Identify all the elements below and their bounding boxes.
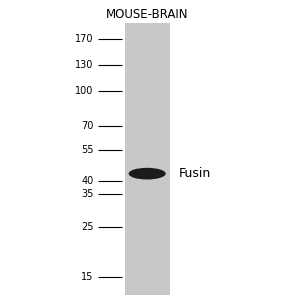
Text: 40: 40 <box>81 176 93 186</box>
Text: 130: 130 <box>75 60 93 70</box>
Text: 170: 170 <box>75 34 93 44</box>
Text: 15: 15 <box>81 272 93 282</box>
Text: 55: 55 <box>81 145 93 154</box>
Ellipse shape <box>128 168 166 180</box>
Bar <box>125 23 170 295</box>
Text: 35: 35 <box>81 189 93 199</box>
Text: 70: 70 <box>81 121 93 131</box>
Text: Fusin: Fusin <box>178 167 211 180</box>
Text: 25: 25 <box>81 222 93 232</box>
Text: MOUSE-BRAIN: MOUSE-BRAIN <box>106 8 188 21</box>
Text: 100: 100 <box>75 86 93 96</box>
